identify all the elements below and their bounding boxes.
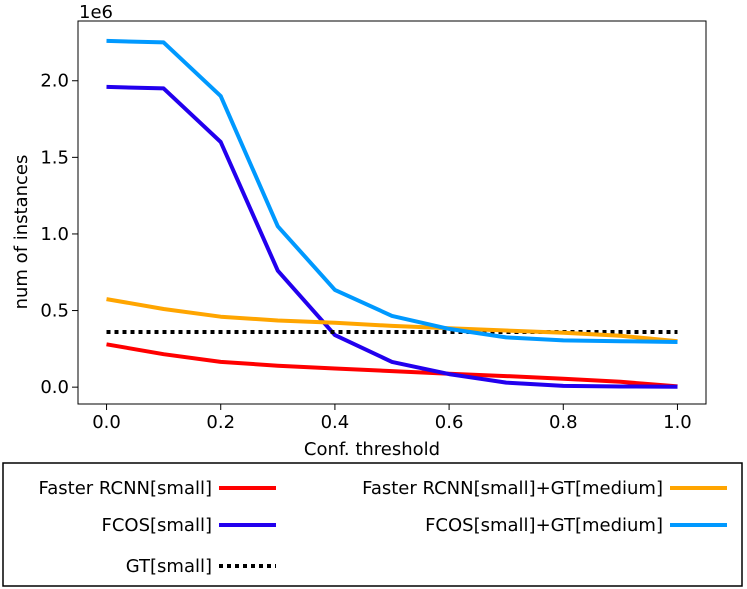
legend-label: GT[small]: [126, 556, 212, 577]
series-line-fcos-small: [106, 84, 678, 389]
y-offset-label: 1e6: [79, 2, 113, 23]
legend-label: FCOS[small]+GT[medium]: [425, 515, 663, 536]
plot-frame: [77, 20, 707, 405]
legend-label: Faster RCNN[small]+GT[medium]: [362, 478, 663, 499]
y-axis-label: num of instances: [11, 155, 32, 310]
x-axis: 0.0 0.2 0.4 0.6 0.8 1.0: [92, 404, 692, 433]
y-tick-label: 0.0: [40, 377, 69, 398]
legend: Faster RCNN[small] Faster RCNN[small]+GT[…: [39, 478, 727, 577]
x-tick-label: 0.0: [92, 412, 121, 433]
x-axis-label: Conf. threshold: [304, 439, 440, 460]
legend-item-faster-rcnn-small-gt-medium: Faster RCNN[small]+GT[medium]: [362, 478, 727, 499]
legend-label: Faster RCNN[small]: [39, 478, 212, 499]
legend-item-faster-rcnn-small: Faster RCNN[small]: [39, 478, 276, 499]
x-tick-label: 0.2: [206, 412, 235, 433]
plot-area: [78, 21, 706, 404]
legend-item-fcos-small-gt-medium: FCOS[small]+GT[medium]: [425, 515, 727, 536]
series-line-faster-rcnn-small: [106, 342, 678, 389]
y-tick-label: 0.5: [40, 301, 69, 322]
legend-item-fcos-small: FCOS[small]: [101, 515, 276, 536]
y-tick-label: 1.0: [40, 224, 69, 245]
series-layer: [106, 38, 678, 389]
series-line-fcos-small-gt-medium: [106, 38, 678, 344]
x-tick-label: 0.4: [321, 412, 350, 433]
x-tick-label: 1.0: [663, 412, 692, 433]
legend-box: [2, 462, 743, 587]
y-axis: 0.0 0.5 1.0 1.5 2.0: [40, 71, 78, 398]
x-tick-label: 0.6: [435, 412, 464, 433]
legend-item-gt-small: GT[small]: [126, 556, 276, 577]
y-tick-label: 2.0: [40, 71, 69, 92]
series-line-faster-rcnn-small-gt-medium: [106, 297, 678, 344]
y-tick-label: 1.5: [40, 147, 69, 168]
x-tick-label: 0.8: [549, 412, 578, 433]
legend-label: FCOS[small]: [101, 515, 212, 536]
